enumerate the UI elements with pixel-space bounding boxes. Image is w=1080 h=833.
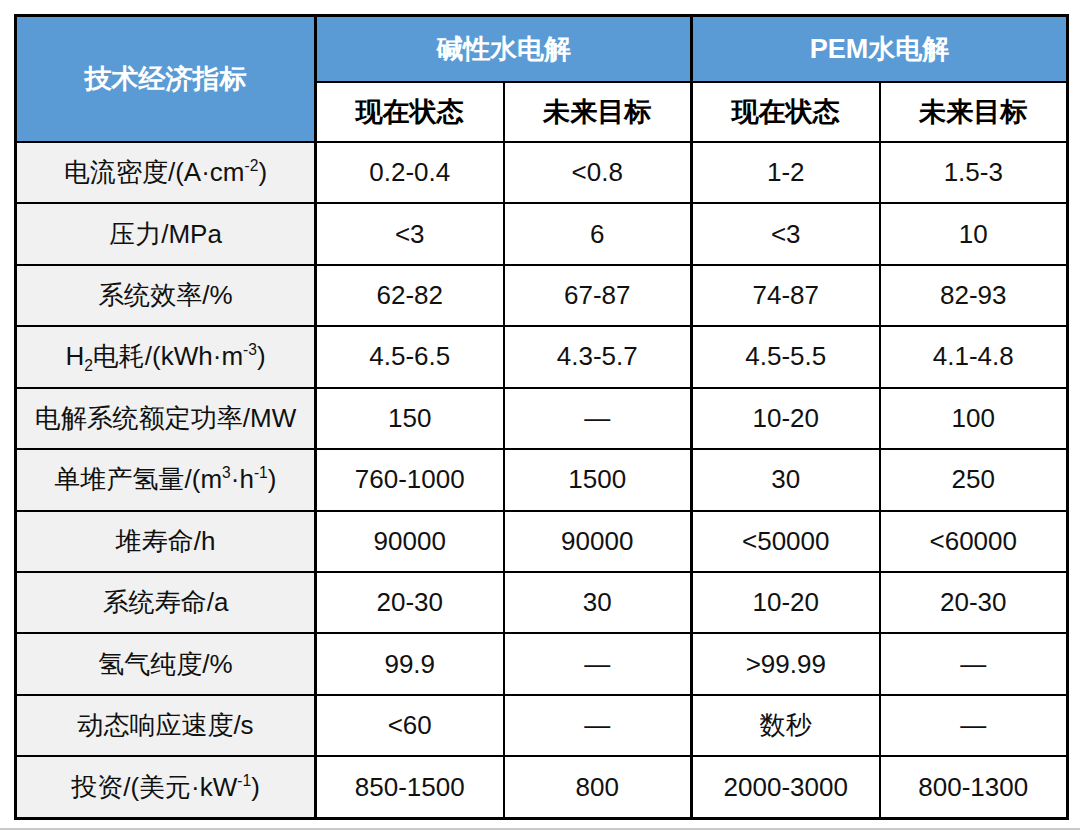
row-label: 动态响应速度/s: [16, 695, 316, 756]
cell-value: <0.8: [504, 142, 692, 203]
group-header-row: 技术经济指标 碱性水电解 PEM水电解: [16, 16, 1068, 83]
cell-value: 250: [880, 449, 1068, 510]
table-row: 氢气纯度/%99.9—>99.99—: [16, 633, 1068, 694]
row-label: 电流密度/(A·cm-2): [16, 142, 316, 203]
cell-value: —: [504, 695, 692, 756]
cell-value: 20-30: [316, 572, 504, 633]
cell-value: 1500: [504, 449, 692, 510]
row-label: 电解系统额定功率/MW: [16, 388, 316, 449]
cell-value: 0.2-0.4: [316, 142, 504, 203]
subheader-pem-current: 现在状态: [692, 82, 880, 142]
cell-value: 4.1-4.8: [880, 326, 1068, 387]
row-label: 压力/MPa: [16, 203, 316, 264]
cell-value: <3: [692, 203, 880, 264]
table-row: 系统寿命/a20-303010-2020-30: [16, 572, 1068, 633]
subheader-alkaline-current: 现在状态: [316, 82, 504, 142]
cell-value: 90000: [316, 511, 504, 572]
page-bottom-divider: [0, 828, 1080, 830]
cell-value: 99.9: [316, 633, 504, 694]
electrolysis-comparison-table: 技术经济指标 碱性水电解 PEM水电解 现在状态 未来目标 现在状态 未来目标 …: [14, 14, 1069, 820]
table-row: 动态响应速度/s<60—数秒—: [16, 695, 1068, 756]
cell-value: 100: [880, 388, 1068, 449]
subheader-pem-future: 未来目标: [880, 82, 1068, 142]
row-label: 堆寿命/h: [16, 511, 316, 572]
table-row: 投资/(美元·kW-1)850-15008002000-3000800-1300: [16, 756, 1068, 818]
cell-value: 150: [316, 388, 504, 449]
cell-value: <3: [316, 203, 504, 264]
cell-value: >99.99: [692, 633, 880, 694]
cell-value: —: [504, 633, 692, 694]
cell-value: —: [880, 695, 1068, 756]
row-label: H2电耗/(kWh·m-3): [16, 326, 316, 387]
table-row: 电解系统额定功率/MW150—10-20100: [16, 388, 1068, 449]
cell-value: 800-1300: [880, 756, 1068, 818]
row-label: 氢气纯度/%: [16, 633, 316, 694]
cell-value: 1-2: [692, 142, 880, 203]
table-header: 技术经济指标 碱性水电解 PEM水电解 现在状态 未来目标 现在状态 未来目标: [16, 16, 1068, 143]
cell-value: 4.5-6.5: [316, 326, 504, 387]
cell-value: —: [504, 388, 692, 449]
cell-value: <50000: [692, 511, 880, 572]
cell-value: 800: [504, 756, 692, 818]
cell-value: 30: [504, 572, 692, 633]
cell-value: 760-1000: [316, 449, 504, 510]
row-label: 单堆产氢量/(m3·h-1): [16, 449, 316, 510]
group-header-pem: PEM水电解: [692, 16, 1068, 83]
cell-value: 数秒: [692, 695, 880, 756]
cell-value: 20-30: [880, 572, 1068, 633]
corner-header-cell: 技术经济指标: [16, 16, 316, 143]
cell-value: <60000: [880, 511, 1068, 572]
cell-value: 4.3-5.7: [504, 326, 692, 387]
cell-value: 10-20: [692, 572, 880, 633]
cell-value: —: [880, 633, 1068, 694]
table-row: 系统效率/%62-8267-8774-8782-93: [16, 265, 1068, 326]
cell-value: 74-87: [692, 265, 880, 326]
cell-value: 90000: [504, 511, 692, 572]
cell-value: 6: [504, 203, 692, 264]
cell-value: 10: [880, 203, 1068, 264]
table-row: 堆寿命/h9000090000<50000<60000: [16, 511, 1068, 572]
table-body: 电流密度/(A·cm-2)0.2-0.4<0.81-21.5-3压力/MPa<3…: [16, 142, 1068, 819]
group-header-alkaline: 碱性水电解: [316, 16, 692, 83]
cell-value: 30: [692, 449, 880, 510]
subheader-alkaline-future: 未来目标: [504, 82, 692, 142]
cell-value: 67-87: [504, 265, 692, 326]
cell-value: 850-1500: [316, 756, 504, 818]
cell-value: 10-20: [692, 388, 880, 449]
table-row: 电流密度/(A·cm-2)0.2-0.4<0.81-21.5-3: [16, 142, 1068, 203]
cell-value: 4.5-5.5: [692, 326, 880, 387]
table-row: 压力/MPa<36<310: [16, 203, 1068, 264]
row-label: 系统效率/%: [16, 265, 316, 326]
cell-value: 1.5-3: [880, 142, 1068, 203]
row-label: 投资/(美元·kW-1): [16, 756, 316, 818]
cell-value: 62-82: [316, 265, 504, 326]
page: 技术经济指标 碱性水电解 PEM水电解 现在状态 未来目标 现在状态 未来目标 …: [0, 0, 1080, 833]
table-row: 单堆产氢量/(m3·h-1)760-1000150030250: [16, 449, 1068, 510]
cell-value: <60: [316, 695, 504, 756]
row-label: 系统寿命/a: [16, 572, 316, 633]
cell-value: 82-93: [880, 265, 1068, 326]
table-row: H2电耗/(kWh·m-3)4.5-6.54.3-5.74.5-5.54.1-4…: [16, 326, 1068, 387]
cell-value: 2000-3000: [692, 756, 880, 818]
